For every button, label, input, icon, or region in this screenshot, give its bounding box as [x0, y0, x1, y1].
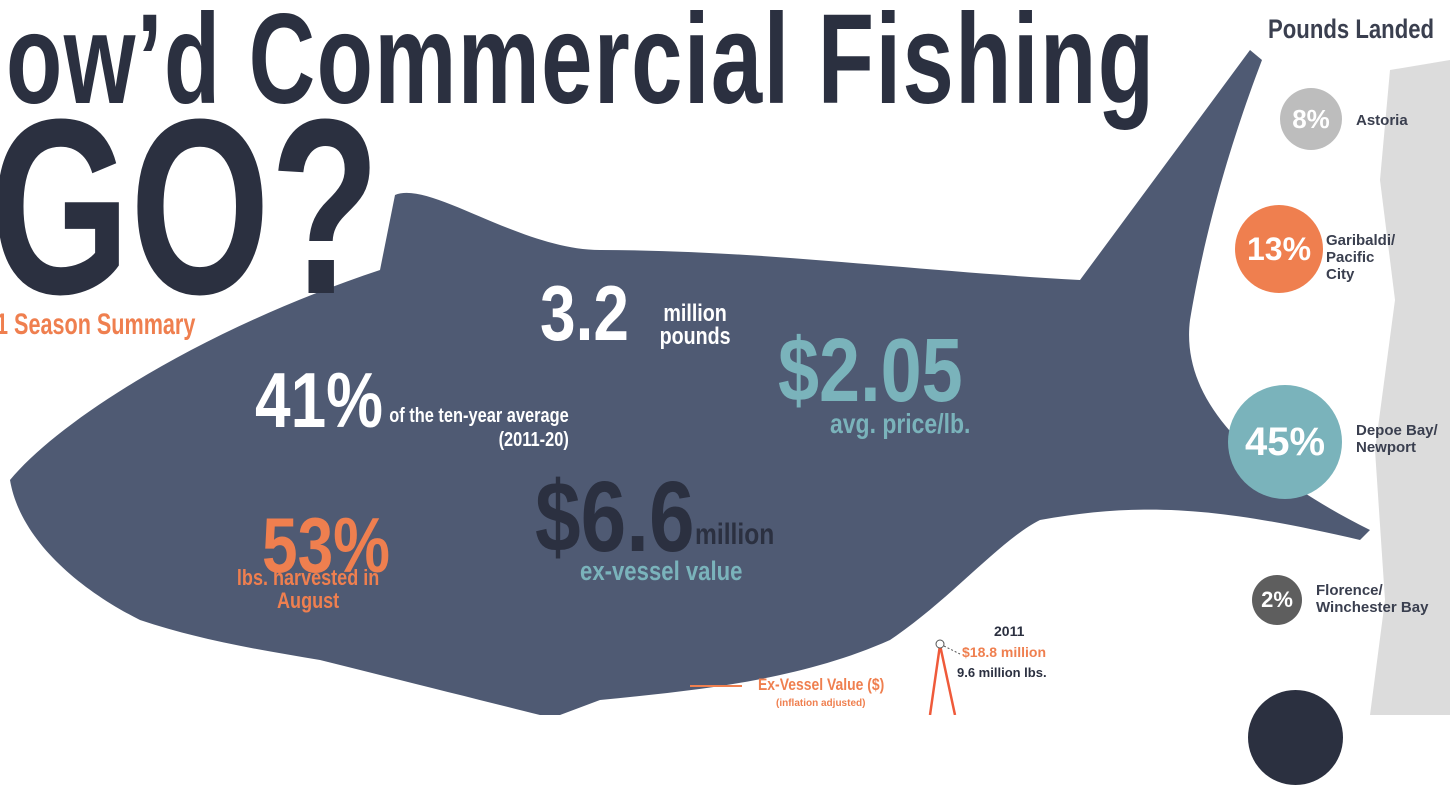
- peak-leader: [943, 645, 961, 655]
- value-line: [928, 644, 957, 715]
- port-share: 2%: [1252, 575, 1302, 625]
- stat-value: $6.6: [535, 461, 695, 573]
- port-name: Astoria: [1356, 112, 1408, 129]
- stat-label: avg. price/lb.: [830, 408, 971, 439]
- stat-value: 53%: [262, 501, 391, 589]
- port-share: 45%: [1228, 385, 1342, 499]
- stat-label: ex-vessel value: [580, 556, 743, 586]
- stat-unit: million pounds: [659, 300, 731, 350]
- stat-label: lbs. harvested in August: [236, 565, 380, 613]
- port-name: Florence/ Winchester Bay: [1316, 582, 1429, 616]
- subtitle: 2021 Season Summary: [0, 308, 196, 341]
- port-name: Depoe Bay/ Newport: [1356, 422, 1438, 456]
- legend-note: (inflation adjusted): [776, 698, 866, 709]
- peak-point: [935, 639, 945, 649]
- peak-year: 2011: [994, 623, 1025, 639]
- peak-value: $18.8 million: [962, 644, 1047, 660]
- stat-unit: million: [695, 518, 775, 551]
- port-share: 8%: [1280, 88, 1342, 150]
- stat-label: of the ten-year average (2011-20): [389, 405, 569, 451]
- artwork: [10, 50, 1450, 715]
- stat-value: 41%: [255, 356, 384, 444]
- title: How’d Commercial Fishing: [0, 0, 1156, 131]
- peak-pounds: 9.6 million lbs.: [957, 665, 1047, 680]
- title-big: GO?: [0, 67, 380, 346]
- legend-label: Ex-Vessel Value ($): [758, 675, 885, 694]
- fish: [10, 50, 1370, 715]
- coast: [1370, 60, 1450, 715]
- stat-value: $2.05: [778, 321, 963, 421]
- port-circle: [1248, 690, 1343, 785]
- stat-value: 3.2: [540, 269, 629, 357]
- ports-title: Pounds Landed: [1268, 14, 1435, 44]
- port-name: Garibaldi/ Pacific City: [1326, 232, 1396, 283]
- port-share: 13%: [1235, 205, 1323, 293]
